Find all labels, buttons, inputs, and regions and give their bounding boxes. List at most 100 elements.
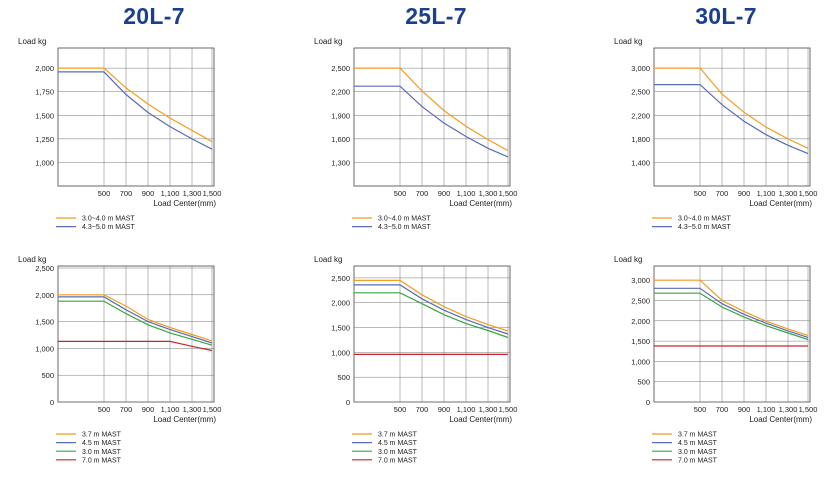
x-tick-label: 700 — [716, 189, 729, 198]
load-chart-30l-bottom: Load kg 0 500 1,000 1,500 2,000 2,500 3,000 500 7… — [614, 255, 818, 464]
legend-label: 4.3~5.0 m MAST — [678, 224, 731, 231]
x-tick-label: 1,300 — [779, 405, 798, 414]
x-tick-label: 1,300 — [479, 405, 498, 414]
y-tick-label: 1,500 — [631, 337, 650, 346]
x-tick-label: 500 — [98, 405, 111, 414]
y-tick-label: 2,000 — [631, 317, 650, 326]
load-chart-30l-top: Load kg 1,400 1,800 2,200 2,500 3,000 500 700 90… — [614, 37, 818, 231]
y-tick-label: 2,200 — [631, 111, 650, 120]
x-tick-label: 1,100 — [161, 405, 180, 414]
y-tick-label: 1,800 — [631, 135, 650, 144]
y-tick-label: 500 — [637, 378, 650, 387]
x-tick-label: 1,100 — [757, 405, 776, 414]
model-title-30l: 30L-7 — [695, 3, 757, 29]
series-line-3 — [654, 292, 809, 341]
model-title-20l: 20L-7 — [123, 3, 185, 29]
y-tick-label: 1,400 — [631, 158, 650, 167]
y-axis-label: Load kg — [314, 37, 342, 46]
x-tick-label: 1,300 — [479, 189, 498, 198]
y-tick-label: 3,000 — [631, 64, 650, 73]
y-tick-label: 2,200 — [331, 88, 350, 97]
series-line-1 — [654, 279, 809, 336]
series-line-2 — [654, 287, 809, 338]
load-chart-25l-top: Load kg 1,300 1,600 1,900 2,200 2,500 500 700 90… — [314, 37, 517, 231]
x-tick-label: 700 — [120, 189, 133, 198]
y-tick-label: 2,000 — [35, 291, 54, 300]
x-tick-label: 900 — [142, 189, 155, 198]
x-axis-label: Load Center(mm) — [153, 199, 216, 208]
y-axis-label: Load kg — [614, 255, 642, 264]
y-tick-label: 2,500 — [631, 296, 650, 305]
x-tick-label: 1,300 — [779, 189, 798, 198]
y-tick-label: 0 — [50, 398, 54, 407]
y-tick-label: 2,500 — [631, 88, 650, 97]
y-axis-label: Load kg — [614, 37, 642, 46]
y-tick-label: 1,500 — [35, 318, 54, 327]
x-tick-label: 700 — [416, 189, 429, 198]
plot-frame — [57, 47, 215, 187]
load-chart-20l-top: Load kg 1,000 1,250 1,500 1,750 2,000 500 700 90… — [18, 37, 222, 231]
x-tick-label: 500 — [694, 189, 707, 198]
x-tick-label: 1,500 — [203, 189, 222, 198]
x-tick-label: 900 — [438, 405, 451, 414]
series-line-2 — [654, 83, 809, 155]
x-tick-label: 500 — [394, 405, 407, 414]
x-axis-label: Load Center(mm) — [749, 199, 812, 208]
model-title-25l: 25L-7 — [405, 3, 467, 29]
x-tick-label: 900 — [738, 189, 751, 198]
y-tick-label: 1,900 — [331, 111, 350, 120]
y-tick-label: 1,000 — [331, 348, 350, 357]
legend-label: 3.7 m MAST — [82, 432, 122, 439]
y-tick-label: 0 — [346, 398, 350, 407]
y-tick-label: 0 — [646, 398, 650, 407]
legend-label: 3.0~4.0 m MAST — [678, 216, 731, 223]
x-tick-label: 900 — [438, 189, 451, 198]
y-axis-label: Load kg — [18, 37, 46, 46]
x-tick-label: 1,100 — [757, 189, 776, 198]
series-line-2 — [354, 85, 509, 158]
x-tick-label: 700 — [120, 405, 133, 414]
legend-label: 3.7 m MAST — [678, 432, 718, 439]
series-line-2 — [58, 296, 213, 344]
x-axis-label: Load Center(mm) — [449, 415, 512, 424]
x-tick-label: 1,500 — [499, 405, 518, 414]
legend-label: 3.0 m MAST — [378, 449, 418, 456]
y-tick-label: 1,250 — [35, 135, 54, 144]
y-tick-label: 1,300 — [331, 158, 350, 167]
x-tick-label: 1,300 — [183, 189, 202, 198]
x-tick-label: 700 — [716, 405, 729, 414]
y-tick-label: 1,600 — [331, 135, 350, 144]
y-tick-label: 1,500 — [331, 324, 350, 333]
legend-label: 4.5 m MAST — [678, 440, 718, 447]
y-axis-label: Load kg — [314, 255, 342, 264]
x-tick-label: 900 — [738, 405, 751, 414]
y-tick-label: 2,000 — [331, 299, 350, 308]
x-tick-label: 500 — [98, 189, 111, 198]
y-tick-label: 3,000 — [631, 276, 650, 285]
legend-label: 3.7 m MAST — [378, 432, 418, 439]
load-chart-20l-bottom: Load kg 0 500 1,000 1,500 2,000 2,500 500 700 900… — [18, 255, 221, 464]
series-line-4 — [58, 340, 213, 352]
legend-label: 3.0 m MAST — [678, 449, 718, 456]
legend-label: 7.0 m MAST — [82, 457, 122, 464]
x-tick-label: 1,100 — [161, 189, 180, 198]
plot-frame — [653, 47, 811, 187]
legend-label: 4.3~5.0 m MAST — [378, 224, 431, 231]
x-tick-label: 1,500 — [799, 405, 818, 414]
x-tick-label: 500 — [394, 189, 407, 198]
series-line-2 — [354, 284, 509, 335]
x-tick-label: 1,500 — [799, 189, 818, 198]
plot-frame — [353, 265, 511, 403]
x-tick-label: 500 — [694, 405, 707, 414]
legend-label: 7.0 m MAST — [678, 457, 718, 464]
x-axis-label: Load Center(mm) — [153, 415, 216, 424]
series-line-2 — [58, 71, 213, 150]
series-line-1 — [58, 294, 213, 342]
x-axis-label: Load Center(mm) — [449, 199, 512, 208]
y-tick-label: 2,000 — [35, 64, 54, 73]
y-tick-label: 500 — [41, 371, 54, 380]
y-tick-label: 1,000 — [35, 158, 54, 167]
load-chart-25l-bottom: Load kg 0 500 1,000 1,500 2,000 2,500 500 700 900… — [314, 255, 518, 464]
legend-label: 3.0~4.0 m MAST — [378, 216, 431, 223]
series-line-1 — [58, 67, 213, 143]
